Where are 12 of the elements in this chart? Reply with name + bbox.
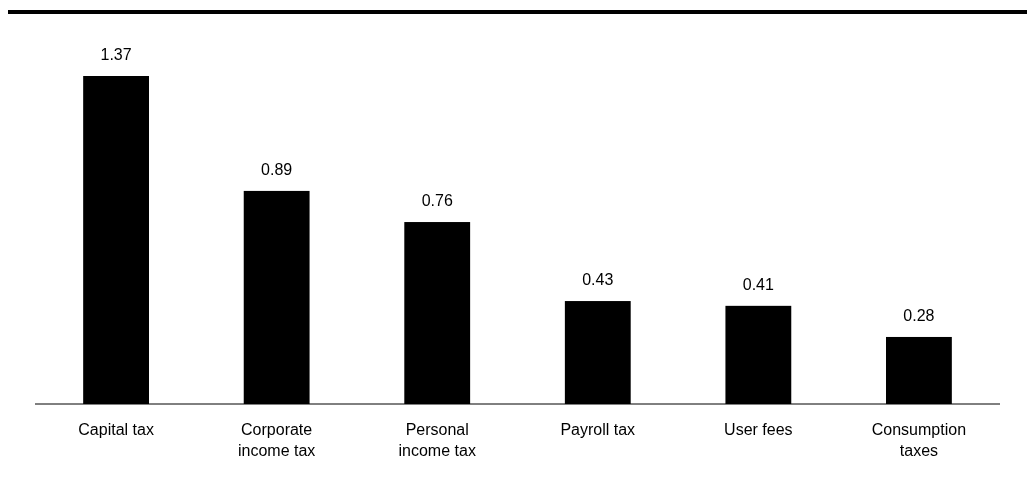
x-tick-label: User fees <box>724 421 793 438</box>
x-tick-label: Corporate income tax <box>237 421 316 459</box>
data-label: 0.89 <box>261 160 293 178</box>
data-label: 0.28 <box>903 306 935 324</box>
data-label: 0.76 <box>421 192 453 210</box>
data-label: 1.37 <box>100 46 132 63</box>
x-tick-label: Personal income tax <box>398 421 476 459</box>
x-tick-label: Payroll tax <box>560 421 636 438</box>
x-tick-label: Consumption taxes <box>871 421 967 459</box>
data-label: 0.43 <box>582 271 614 289</box>
x-tick-label: Capital tax <box>78 421 154 438</box>
data-label: 0.41 <box>742 275 775 293</box>
